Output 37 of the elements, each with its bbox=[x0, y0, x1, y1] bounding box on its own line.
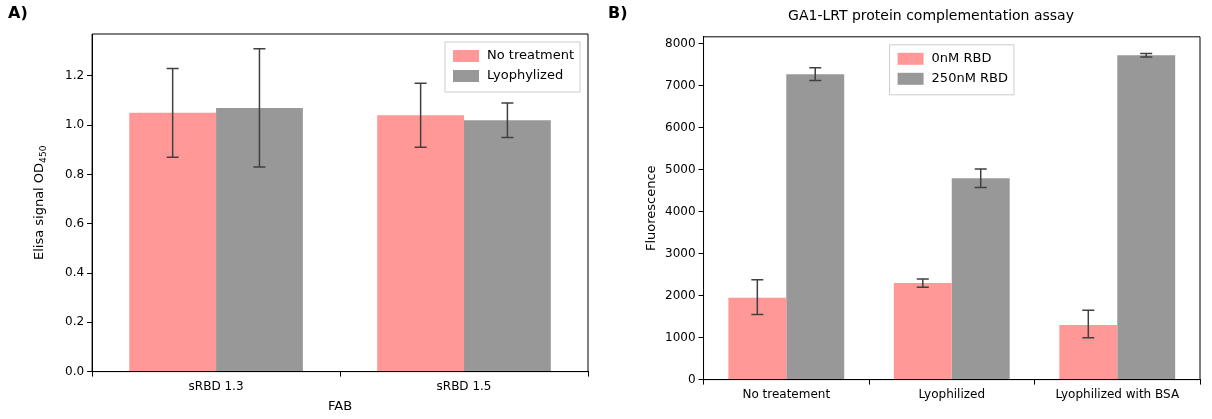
y-tick-label: 0 bbox=[687, 371, 696, 386]
bar bbox=[951, 178, 1010, 380]
y-tick-label: 1.2 bbox=[64, 68, 85, 83]
y-tick-label: 0.6 bbox=[64, 215, 85, 230]
y-tick-label: 0.2 bbox=[64, 314, 85, 329]
x-tick-label: Lyophilized bbox=[918, 386, 986, 401]
x-tick-label: No treatement bbox=[742, 386, 831, 401]
y-tick-label: 0.8 bbox=[64, 166, 85, 181]
x-tick-label: sRBD 1.3 bbox=[188, 378, 244, 393]
bar bbox=[728, 297, 787, 380]
y-tick-label: 0.4 bbox=[64, 265, 85, 280]
bar bbox=[893, 283, 952, 380]
y-tick-label: 7000 bbox=[664, 78, 696, 93]
y-tick-label: 8000 bbox=[664, 36, 696, 51]
y-axis-title: Fluorescence bbox=[642, 165, 658, 252]
text: B) bbox=[608, 3, 628, 23]
bar bbox=[1059, 325, 1118, 380]
y-tick-label: 2000 bbox=[664, 287, 696, 302]
legend-label: 250nM RBD bbox=[931, 70, 1008, 86]
x-tick-label: Lyophilized with BSA bbox=[1055, 386, 1180, 401]
legend-label: 0nM RBD bbox=[931, 50, 992, 66]
legend-label: No treatment bbox=[486, 47, 574, 63]
x-tick-label: sRBD 1.5 bbox=[436, 378, 492, 393]
y-tick-label: 0.0 bbox=[64, 363, 85, 378]
y-tick-label: 6000 bbox=[664, 119, 696, 134]
chart-title: GA1-LRT protein complementation assay bbox=[788, 7, 1074, 24]
y-axis-title: Elisa signal OD450 bbox=[31, 145, 49, 261]
text: A) bbox=[8, 3, 28, 23]
bar bbox=[1117, 55, 1176, 380]
bar bbox=[786, 74, 845, 380]
y-tick-label: 4000 bbox=[664, 203, 696, 218]
y-tick-label: 1000 bbox=[664, 329, 696, 344]
y-tick-label: 5000 bbox=[664, 161, 696, 176]
y-tick-label: 1.0 bbox=[64, 117, 85, 132]
x-axis-title: FAB bbox=[327, 397, 353, 413]
legend-label: Lyophylized bbox=[486, 67, 564, 83]
y-tick-label: 3000 bbox=[664, 245, 696, 260]
